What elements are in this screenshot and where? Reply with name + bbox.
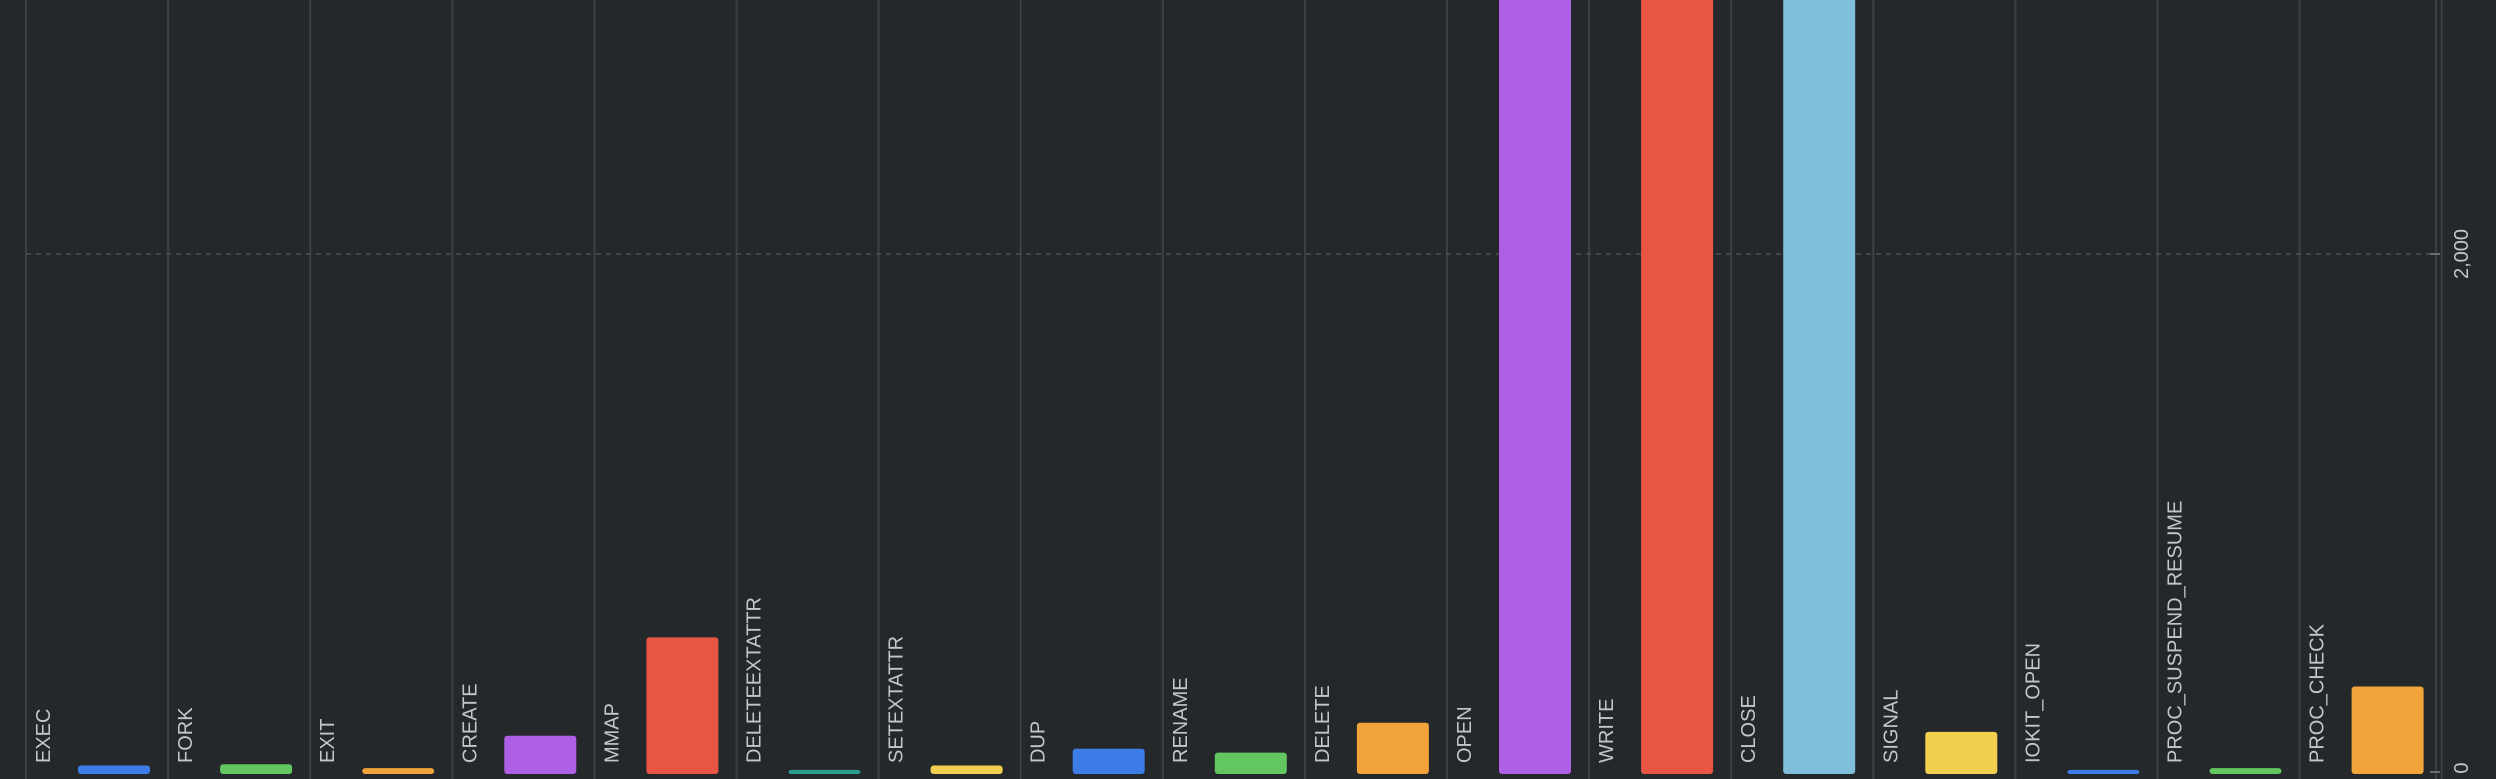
grid-layer [25, 0, 2443, 779]
bar-dup [1072, 748, 1145, 774]
bar-open [1499, 0, 1571, 774]
category-label: DELETEEXTATTR [744, 597, 766, 763]
category-label: SETEXTATTR [886, 636, 908, 763]
category-label: CREATE [459, 683, 481, 763]
bar-close [1783, 0, 1856, 774]
category-label: IOKIT_OPEN [2022, 643, 2044, 763]
bar-iokit-open [2067, 769, 2140, 774]
y-tick-label: 0 [2451, 762, 2473, 773]
category-label: MMAP [601, 703, 623, 763]
category-label: PROC_SUSPEND_RESUME [2165, 501, 2187, 763]
category-label: OPEN [1454, 706, 1476, 763]
bar-signal [1925, 731, 1998, 774]
category-label: RENAME [1170, 677, 1192, 763]
category-label: PROC_CHECK [2307, 623, 2329, 763]
bar-exec [78, 765, 150, 774]
category-label: SIGNAL [1880, 690, 1902, 763]
y-tick-label: 2,000 [2451, 229, 2473, 279]
category-label: DUP [1028, 721, 1050, 763]
category-labels: EXEC FORK EXIT CREATE MMAP DELETEEXTATTR SETEX… [33, 501, 2329, 763]
bar-mmap [646, 637, 719, 774]
bar-write [1641, 0, 1714, 774]
category-label: DELETE [1312, 685, 1334, 763]
bar-setextattr [930, 765, 1003, 774]
y-axis: 02,0004,000 [2430, 0, 2473, 779]
bar-rename [1214, 752, 1287, 774]
bar-create [504, 735, 577, 774]
bar-exit [362, 768, 435, 774]
category-label: FORK [175, 707, 197, 763]
category-label: EXEC [33, 709, 55, 763]
bar-deleteextattr [788, 769, 861, 774]
bar-proc-check [2351, 686, 2424, 774]
category-label: CLOSE [1738, 695, 1760, 763]
category-label: WRITE [1596, 699, 1618, 763]
category-label: EXIT [317, 719, 339, 763]
bar-fork [220, 764, 293, 774]
bar-proc-suspend-resume [2209, 768, 2282, 774]
bar-delete [1356, 722, 1429, 774]
bars-layer [78, 0, 2424, 774]
